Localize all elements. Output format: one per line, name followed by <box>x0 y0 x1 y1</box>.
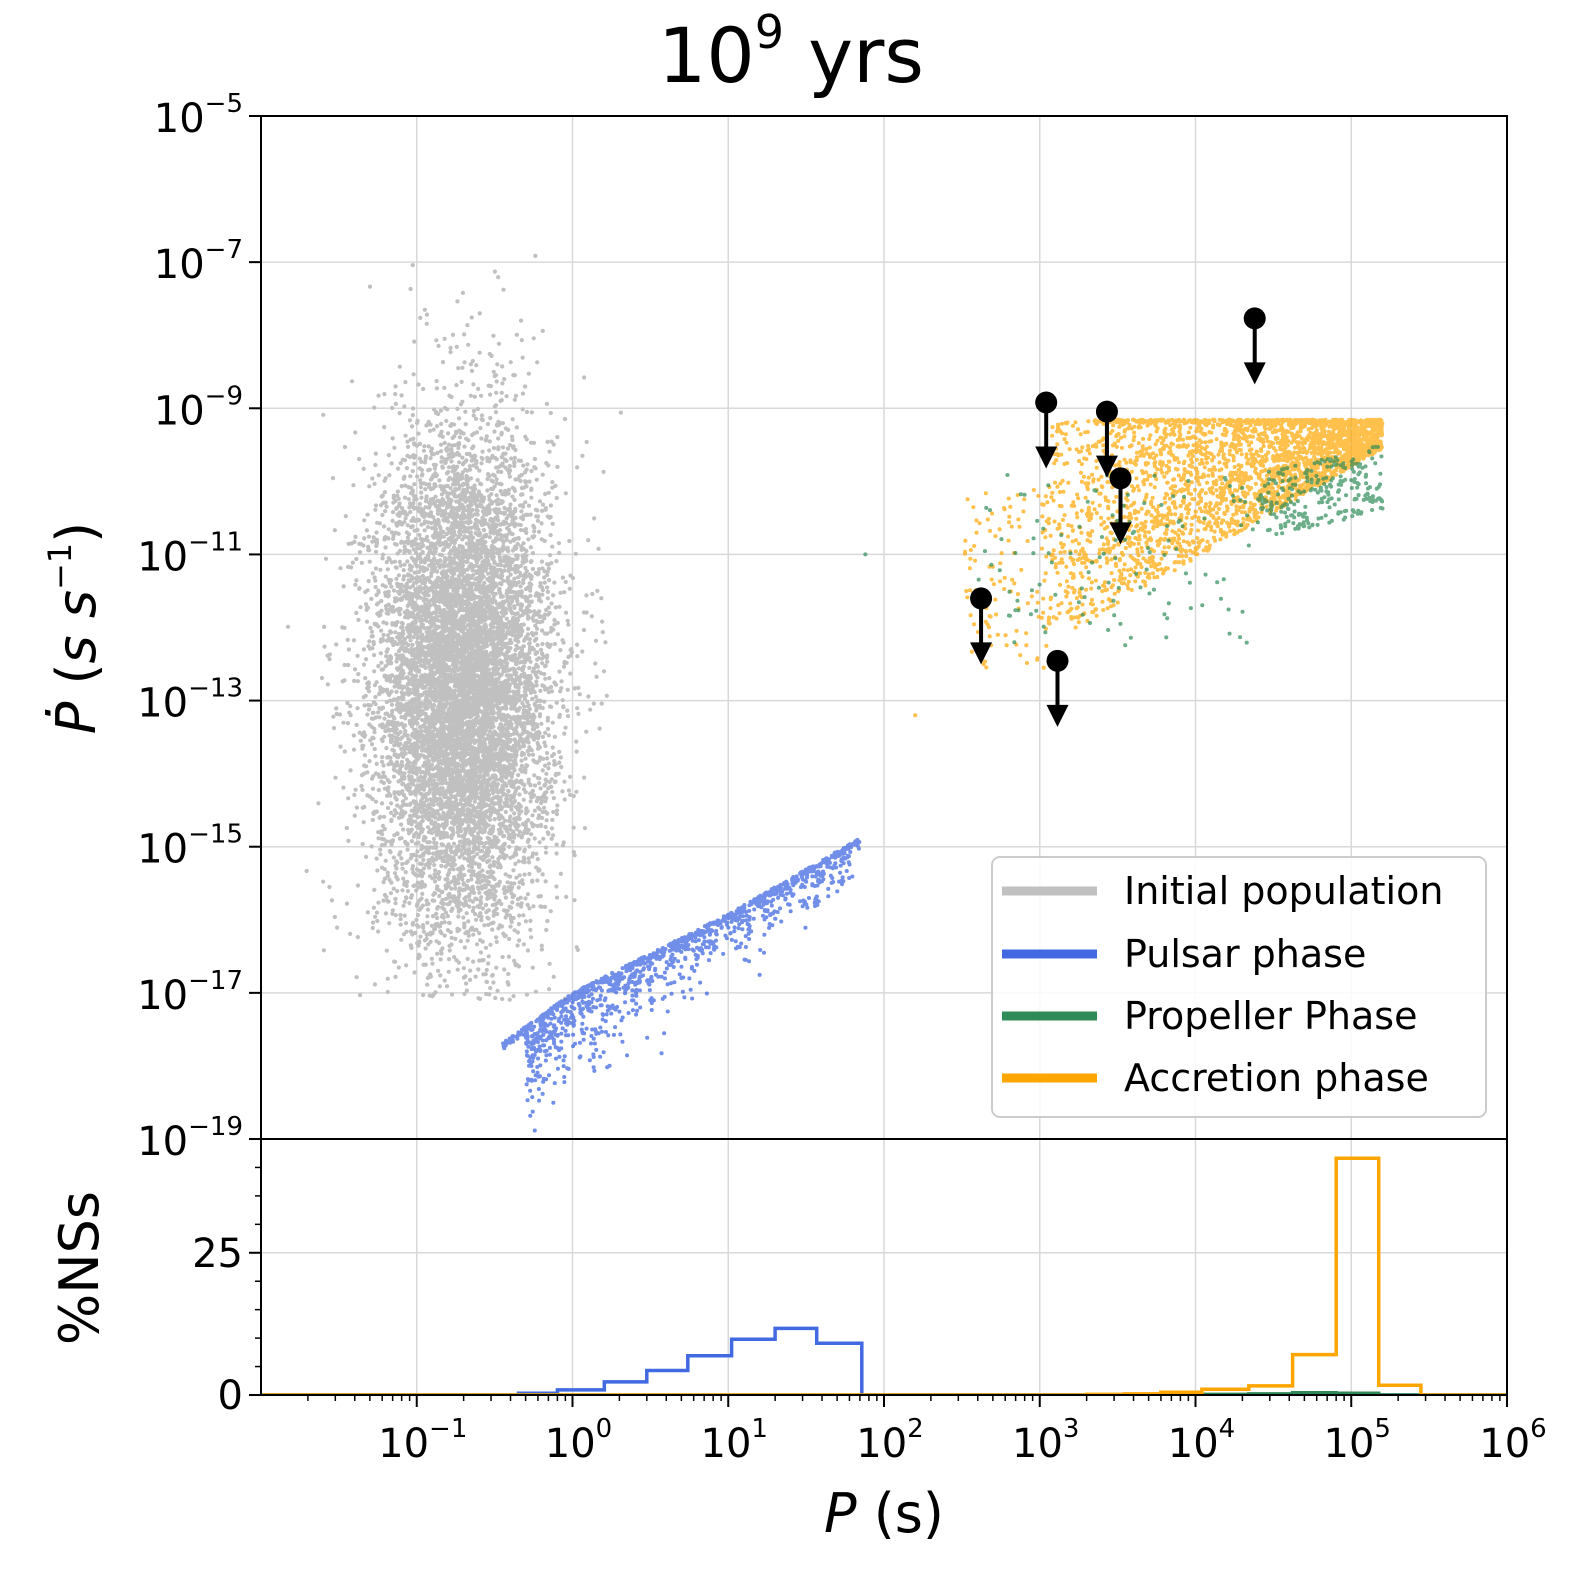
upper-limit-marker <box>970 587 993 665</box>
initial-population-dots <box>285 253 623 1002</box>
upper-limit-marker <box>1109 467 1132 545</box>
y-tick-label: 10−17 <box>137 966 243 1019</box>
legend-label-pulsar: Pulsar phase <box>1124 932 1366 976</box>
pulsar-phase-dots <box>501 837 862 1133</box>
legend-label-initial: Initial population <box>1124 869 1443 913</box>
upper-limit-marker <box>1046 649 1069 727</box>
x-tick-label: 10−1 <box>378 1414 467 1467</box>
histogram-y-ticks: 0 25 <box>192 1166 261 1419</box>
y-tick-label: 10−15 <box>137 820 243 873</box>
upper-limit-marker <box>1243 307 1266 385</box>
propeller-phase-points <box>863 444 1385 648</box>
x-tick-label: 104 <box>1168 1414 1235 1467</box>
y-tick-label: 10−13 <box>137 674 243 727</box>
upper-limit-marker <box>1035 391 1058 469</box>
scatter-y-ticks: 10−19 10−17 10−15 10−13 10−11 10−9 10−7 10−5 <box>137 89 261 1165</box>
initial-population-points <box>285 253 623 1002</box>
legend: Initial population Pulsar phase Propelle… <box>991 856 1487 1118</box>
y-tick-label: 10−11 <box>137 527 243 580</box>
accretion-phase-points <box>913 417 1385 718</box>
x-ticks: 10−1 100 101 102 103 104 105 106 <box>307 1395 1547 1467</box>
accretion-phase-dots <box>913 417 1385 718</box>
x-tick-label: 103 <box>1012 1414 1079 1467</box>
propeller-phase-dots <box>863 444 1385 648</box>
x-tick-label: 102 <box>856 1414 923 1467</box>
chart-title: 109 yrs <box>658 5 924 100</box>
upper-limit-marker <box>1095 400 1118 478</box>
x-tick-label: 105 <box>1324 1414 1391 1467</box>
x-tick-label: 106 <box>1479 1414 1546 1467</box>
y-tick-label: 10−9 <box>154 381 243 434</box>
y-tick-label: 10−7 <box>154 235 243 288</box>
upper-limit-markers <box>970 307 1266 727</box>
x-tick-label: 100 <box>545 1414 612 1467</box>
pulsar-phase-points <box>501 837 862 1133</box>
legend-box <box>991 856 1487 1118</box>
y-tick-label: 25 <box>192 1231 243 1277</box>
histogram-y-label: %NSs <box>48 1191 111 1345</box>
scatter-y-label: Ṗ (s s−1) <box>41 522 108 735</box>
pulsar-histogram <box>261 1326 1507 1395</box>
x-axis-label: P (s) <box>824 1482 944 1545</box>
y-tick-label: 10−5 <box>154 89 243 142</box>
y-tick-label: 10−19 <box>137 1112 243 1165</box>
legend-label-propeller: Propeller Phase <box>1124 994 1417 1038</box>
histogram-gridlines <box>261 1139 1508 1396</box>
legend-label-accretion: Accretion phase <box>1124 1056 1429 1100</box>
x-tick-label: 101 <box>701 1414 768 1467</box>
y-tick-label: 0 <box>218 1373 243 1419</box>
